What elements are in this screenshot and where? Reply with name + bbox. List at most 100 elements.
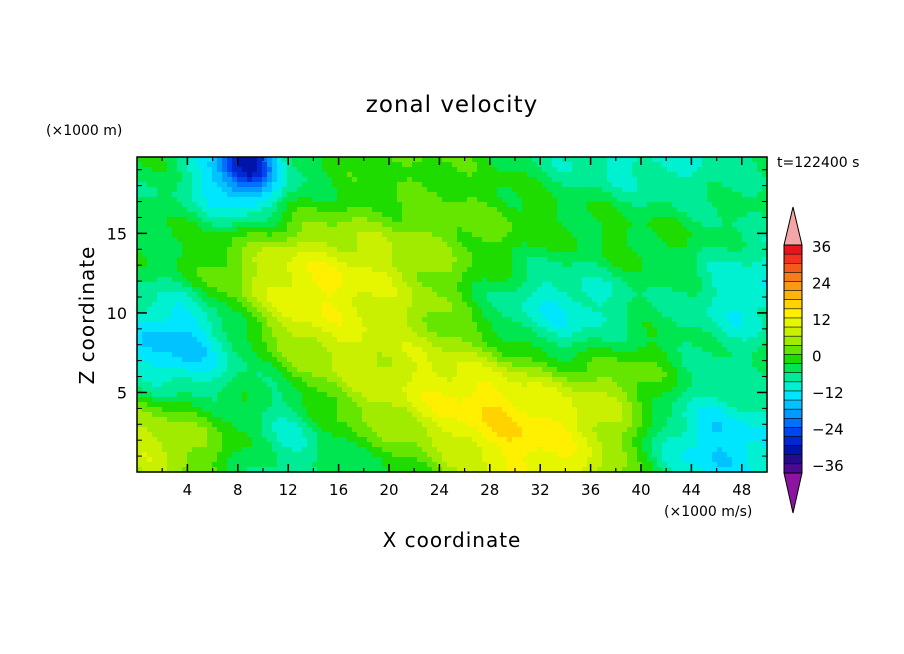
field-cell [507, 327, 513, 333]
field-cell [502, 302, 508, 308]
field-cell [162, 277, 168, 283]
field-cell [752, 157, 758, 163]
field-cell [327, 337, 333, 343]
field-cell [252, 302, 258, 308]
field-cell [592, 167, 598, 173]
field-cell [327, 292, 333, 298]
field-cell [462, 207, 468, 213]
field-cell [737, 182, 743, 188]
field-cell [467, 322, 473, 328]
field-cell [267, 252, 273, 258]
field-cell [257, 267, 263, 273]
field-cell [347, 197, 353, 203]
field-cell [157, 352, 163, 358]
field-cell [652, 307, 658, 313]
field-cell [332, 222, 338, 228]
field-cell [367, 312, 373, 318]
field-cell [332, 272, 338, 278]
field-cell [407, 162, 413, 168]
field-cell [522, 247, 528, 253]
field-cell [427, 162, 433, 168]
field-cell [137, 242, 143, 248]
field-cell [352, 227, 358, 233]
field-cell [507, 227, 513, 233]
field-cell [612, 322, 618, 328]
field-cell [147, 237, 153, 243]
field-cell [532, 267, 538, 273]
field-cell [592, 347, 598, 353]
field-cell [627, 312, 633, 318]
field-cell [337, 162, 343, 168]
field-cell [442, 297, 448, 303]
field-cell [147, 322, 153, 328]
field-cell [517, 347, 523, 353]
field-cell [482, 307, 488, 313]
field-cell [697, 327, 703, 333]
field-cell [187, 257, 193, 263]
field-cell [762, 202, 768, 208]
field-cell [762, 287, 768, 293]
field-cell [477, 242, 483, 248]
field-cell [672, 187, 678, 193]
field-cell [152, 342, 158, 348]
field-cell [362, 347, 368, 353]
field-cell [702, 262, 708, 268]
field-cell [497, 347, 503, 353]
field-cell [192, 207, 198, 213]
field-cell [302, 322, 308, 328]
field-cell [707, 322, 713, 328]
field-cell [197, 262, 203, 268]
field-cell [647, 292, 653, 298]
field-cell [337, 167, 343, 173]
field-cell [222, 262, 228, 268]
field-cell [362, 247, 368, 253]
field-cell [532, 292, 538, 298]
field-cell [602, 337, 608, 343]
field-cell [532, 222, 538, 228]
field-cell [537, 197, 543, 203]
field-cell [267, 332, 273, 338]
field-cell [297, 202, 303, 208]
field-cell [742, 212, 748, 218]
field-cell [227, 282, 233, 288]
field-cell [482, 252, 488, 258]
field-cell [387, 247, 393, 253]
field-cell [747, 202, 753, 208]
field-cell [192, 182, 198, 188]
field-cell [487, 172, 493, 178]
field-cell [437, 227, 443, 233]
field-cell [152, 337, 158, 343]
field-cell [157, 257, 163, 263]
field-cell [207, 212, 213, 218]
field-cell [197, 337, 203, 343]
field-cell [542, 307, 548, 313]
field-cell [617, 302, 623, 308]
field-cell [192, 212, 198, 218]
field-cell [592, 232, 598, 238]
field-cell [297, 352, 303, 358]
field-cell [277, 317, 283, 323]
field-cell [167, 342, 173, 348]
field-cell [607, 267, 613, 273]
field-cell [452, 227, 458, 233]
field-cell [307, 332, 313, 338]
field-cell [387, 217, 393, 223]
field-cell [567, 302, 573, 308]
field-cell [662, 197, 668, 203]
field-cell [532, 187, 538, 193]
field-cell [307, 327, 313, 333]
field-cell [332, 232, 338, 238]
field-cell [147, 222, 153, 228]
field-cell [382, 272, 388, 278]
field-cell [412, 192, 418, 198]
field-cell [412, 277, 418, 283]
field-cell [597, 222, 603, 228]
field-cell [697, 302, 703, 308]
field-cell [757, 217, 763, 223]
field-cell [572, 222, 578, 228]
field-cell [347, 277, 353, 283]
field-cell [312, 247, 318, 253]
field-cell [347, 207, 353, 213]
field-cell [147, 167, 153, 173]
field-cell [592, 312, 598, 318]
